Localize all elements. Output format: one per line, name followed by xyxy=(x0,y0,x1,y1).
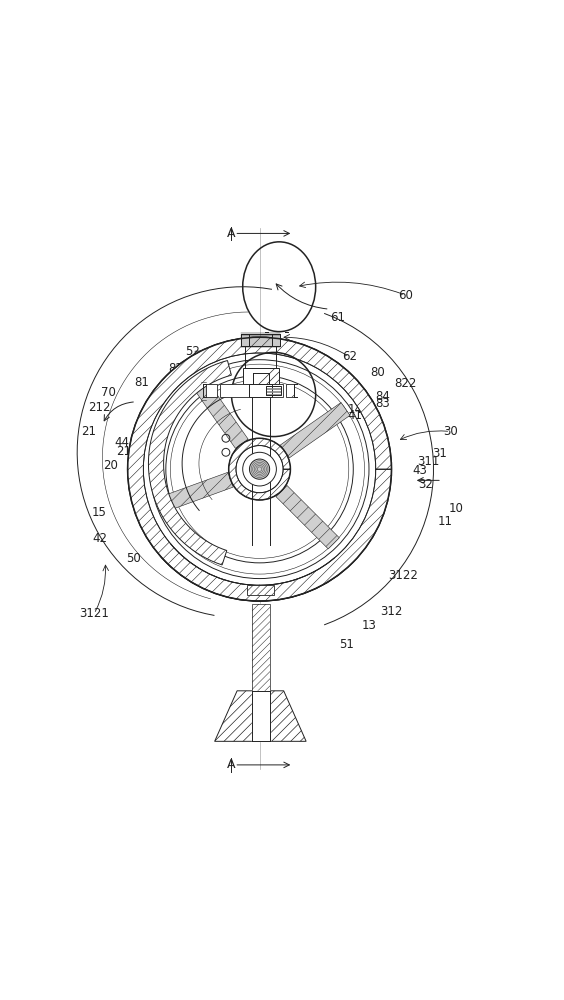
Text: 44: 44 xyxy=(114,436,130,449)
Polygon shape xyxy=(253,373,269,389)
Polygon shape xyxy=(241,334,249,346)
Text: 83: 83 xyxy=(376,397,390,410)
Polygon shape xyxy=(252,604,270,691)
Polygon shape xyxy=(243,368,279,384)
Text: 14: 14 xyxy=(347,403,363,416)
Polygon shape xyxy=(206,384,218,397)
Text: 31: 31 xyxy=(431,447,447,460)
Text: 62: 62 xyxy=(342,350,357,363)
Text: 43: 43 xyxy=(412,464,427,477)
Polygon shape xyxy=(249,384,272,397)
Text: 41: 41 xyxy=(347,409,363,422)
Text: 51: 51 xyxy=(339,638,354,651)
Polygon shape xyxy=(252,604,270,691)
Polygon shape xyxy=(276,485,340,549)
Text: 61: 61 xyxy=(331,311,346,324)
Polygon shape xyxy=(221,384,249,397)
Text: 15: 15 xyxy=(92,506,107,519)
Text: 3122: 3122 xyxy=(387,569,417,582)
Text: 20: 20 xyxy=(103,459,118,472)
Text: 21: 21 xyxy=(81,425,96,438)
Text: 52: 52 xyxy=(185,345,200,358)
Text: 312: 312 xyxy=(380,605,403,618)
Polygon shape xyxy=(215,691,306,741)
Polygon shape xyxy=(252,691,270,741)
Polygon shape xyxy=(193,379,248,448)
Polygon shape xyxy=(272,384,283,397)
Text: 311: 311 xyxy=(417,455,439,468)
Circle shape xyxy=(243,452,276,486)
Text: 32: 32 xyxy=(418,478,433,491)
Polygon shape xyxy=(252,368,270,545)
Text: 81: 81 xyxy=(134,376,149,389)
Polygon shape xyxy=(148,361,231,565)
Text: 3121: 3121 xyxy=(79,607,109,620)
Polygon shape xyxy=(247,585,274,595)
Text: 13: 13 xyxy=(362,619,376,632)
Text: 80: 80 xyxy=(370,366,385,379)
Text: 84: 84 xyxy=(376,390,390,403)
Text: 82: 82 xyxy=(168,362,183,375)
Text: 10: 10 xyxy=(448,502,464,515)
Polygon shape xyxy=(272,334,280,346)
Polygon shape xyxy=(229,438,290,500)
Text: 30: 30 xyxy=(443,425,458,438)
Text: 211: 211 xyxy=(116,445,139,458)
Text: 822: 822 xyxy=(394,377,417,390)
Text: 70: 70 xyxy=(100,386,116,399)
Circle shape xyxy=(249,459,270,479)
Text: A: A xyxy=(227,758,236,771)
Polygon shape xyxy=(280,403,350,458)
Polygon shape xyxy=(286,384,294,397)
Polygon shape xyxy=(158,472,233,512)
Circle shape xyxy=(127,337,391,601)
Text: 60: 60 xyxy=(398,289,413,302)
Text: 212: 212 xyxy=(89,401,111,414)
Polygon shape xyxy=(128,337,391,601)
Text: 42: 42 xyxy=(92,532,107,545)
Text: A: A xyxy=(227,227,236,240)
Text: 11: 11 xyxy=(437,515,452,528)
Text: 50: 50 xyxy=(126,552,140,565)
